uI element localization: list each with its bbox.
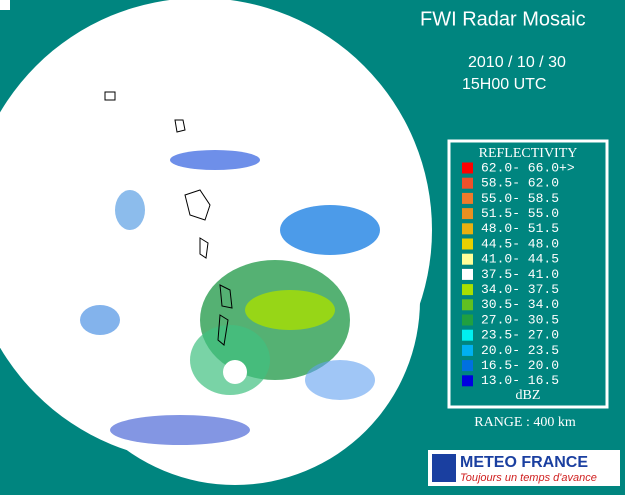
- legend-swatch: [462, 223, 473, 235]
- legend-swatch: [462, 162, 473, 174]
- legend-title: REFLECTIVITY: [479, 146, 578, 161]
- legend-swatch: [462, 314, 473, 326]
- legend-label: 58.5- 62.0: [481, 176, 559, 191]
- legend-unit: dBZ: [516, 388, 541, 403]
- legend-label: 16.5- 20.0: [481, 358, 559, 373]
- legend-swatch: [462, 238, 473, 250]
- legend-label: 34.0- 37.5: [481, 282, 559, 297]
- legend-label: 44.5- 48.0: [481, 236, 559, 251]
- time: 15H00 UTC: [462, 76, 546, 93]
- legend-swatch: [462, 375, 473, 387]
- legend-label: 37.5- 41.0: [481, 267, 559, 282]
- legend-label: 41.0- 44.5: [481, 252, 559, 267]
- legend-swatch: [462, 253, 473, 265]
- logo-box: [428, 450, 620, 486]
- legend-swatch: [462, 284, 473, 296]
- legend-label: 62.0- 66.0+>: [481, 160, 575, 175]
- legend-swatch: [462, 344, 473, 356]
- legend-box: [447, 139, 609, 409]
- islands: [104, 91, 233, 346]
- title: FWI Radar Mosaic: [420, 8, 586, 30]
- legend-swatch: [462, 208, 473, 220]
- legend: 62.0- 66.0+>58.5- 62.055.0- 58.551.5- 55…: [462, 160, 575, 388]
- logo-icon: [432, 454, 456, 482]
- legend-swatch: [462, 268, 473, 280]
- legend-label: 27.0- 30.5: [481, 312, 559, 327]
- legend-label: 20.0- 23.5: [481, 343, 559, 358]
- legend-swatch: [462, 360, 473, 372]
- legend-label: 51.5- 55.0: [481, 206, 559, 221]
- legend-swatch: [462, 329, 473, 341]
- legend-label: 13.0- 16.5: [481, 373, 559, 388]
- legend-label: 30.5- 34.0: [481, 297, 559, 312]
- legend-label: 23.5- 27.0: [481, 328, 559, 343]
- range: RANGE : 400 km: [474, 415, 576, 430]
- legend-label: 55.0- 58.5: [481, 191, 559, 206]
- logo-slogan: Toujours un temps d'avance: [460, 472, 597, 484]
- logo-name: METEO FRANCE: [460, 454, 588, 471]
- legend-label: 48.0- 51.5: [481, 221, 559, 236]
- legend-swatch: [462, 299, 473, 311]
- legend-swatch: [462, 177, 473, 189]
- date: 2010 / 10 / 30: [468, 54, 566, 71]
- legend-swatch: [462, 192, 473, 204]
- precipitation: [80, 150, 380, 445]
